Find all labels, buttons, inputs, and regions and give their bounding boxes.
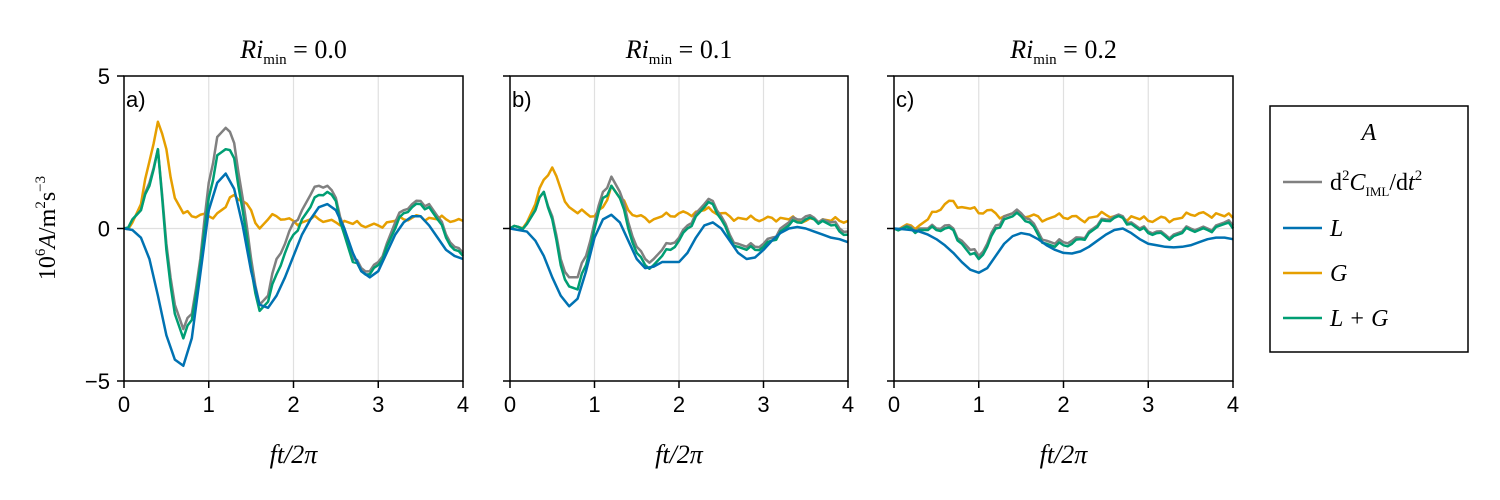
series-line-dCIML bbox=[509, 175, 849, 279]
x-tick-label: 2 bbox=[1057, 392, 1069, 417]
x-axis-label: ft/2π bbox=[655, 440, 704, 469]
legend: A d2CIML/dt2 L G L + G bbox=[1269, 105, 1469, 353]
legend-label-G: G bbox=[1330, 261, 1347, 287]
y-tick-label: 5 bbox=[98, 64, 110, 89]
panel-2: 0 1 2 3 4 b) Rimin = 0.1 ft/2π bbox=[503, 35, 854, 469]
panel-title: Rimin = 0.2 bbox=[1009, 35, 1117, 68]
series-line-LG bbox=[123, 147, 464, 340]
legend-label-dCIML: d2CIML/dt2 bbox=[1330, 168, 1422, 199]
x-tick-label: 0 bbox=[504, 392, 516, 417]
panel-title: Rimin = 0.0 bbox=[239, 35, 347, 68]
ylabel-unit-s-sup: −3 bbox=[33, 176, 49, 192]
x-tick-label: 4 bbox=[1227, 392, 1239, 417]
x-tick-label: 3 bbox=[372, 392, 384, 417]
y-axis-label: 106A/m2s−3 bbox=[33, 176, 61, 280]
panel-letter: b) bbox=[512, 87, 532, 112]
series-line-L bbox=[123, 172, 464, 367]
legend-label-L: L bbox=[1329, 216, 1343, 242]
panel-letter: a) bbox=[126, 87, 146, 112]
series-line-LG bbox=[893, 211, 1235, 261]
x-tick-label: 4 bbox=[842, 392, 854, 417]
ylabel-base-sup: 6 bbox=[33, 248, 49, 256]
series-line-L bbox=[509, 213, 849, 308]
ylabel-var: A bbox=[35, 234, 61, 251]
x-tick-label: 1 bbox=[203, 392, 215, 417]
x-tick-label: 2 bbox=[673, 392, 685, 417]
legend-title: A bbox=[1360, 120, 1377, 146]
x-tick-label: 3 bbox=[1142, 392, 1154, 417]
panel-3: 0 1 2 3 4 c) Rimin = 0.2 ft/2π bbox=[887, 35, 1239, 469]
panels: 0 1 2 3 4 5 0 −5 a) Rimin = 0.0 ft/2π 0 1 2 3 4 b) Rimin … bbox=[85, 35, 1239, 469]
ylabel-unit-m-sup: 2 bbox=[33, 201, 49, 209]
ylabel-unit-m: /m bbox=[35, 208, 61, 234]
x-tick-label: 0 bbox=[118, 392, 130, 417]
x-axis-label: ft/2π bbox=[1040, 440, 1089, 469]
x-axis-label: ft/2π bbox=[270, 440, 319, 469]
series-line-L bbox=[893, 227, 1234, 274]
legend-label-LG: L + G bbox=[1329, 306, 1388, 332]
x-tick-label: 1 bbox=[973, 392, 985, 417]
panel-title: Rimin = 0.1 bbox=[625, 35, 733, 68]
x-tick-label: 3 bbox=[757, 392, 769, 417]
y-tick-label: −5 bbox=[85, 369, 110, 394]
x-tick-label: 1 bbox=[588, 392, 600, 417]
y-tick-label: 0 bbox=[98, 217, 110, 242]
panel-letter: c) bbox=[896, 87, 914, 112]
series-line-G bbox=[893, 199, 1234, 231]
x-tick-label: 0 bbox=[888, 392, 900, 417]
series-line-dCIML bbox=[893, 208, 1234, 258]
series-line-LG bbox=[509, 184, 849, 291]
ylabel-base: 10 bbox=[35, 256, 61, 280]
series-line-dCIML bbox=[123, 126, 464, 331]
x-tick-label: 2 bbox=[287, 392, 299, 417]
panel-1: 0 1 2 3 4 5 0 −5 a) Rimin = 0.0 ft/2π bbox=[85, 35, 469, 469]
ylabel-unit-s: s bbox=[35, 192, 61, 201]
x-tick-label: 4 bbox=[457, 392, 469, 417]
